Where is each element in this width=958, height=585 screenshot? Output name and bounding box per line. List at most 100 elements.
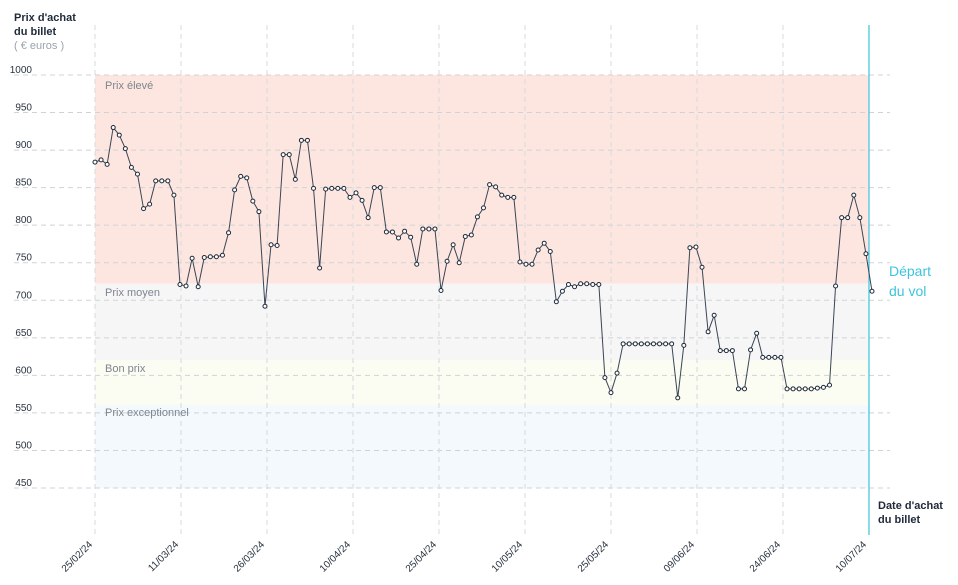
x-tick-label: 10/04/24 [318, 539, 354, 575]
price-point [147, 201, 153, 207]
price-point [650, 341, 656, 347]
price-point [141, 206, 147, 212]
price-point [657, 341, 663, 347]
price-point [311, 185, 317, 191]
price-point [98, 157, 104, 163]
y-tick-label: 850 [15, 178, 32, 189]
price-point [195, 284, 201, 290]
price-point [614, 370, 620, 376]
price-point [778, 354, 784, 360]
price-point [444, 258, 450, 264]
price-point [128, 164, 134, 170]
price-point [402, 228, 408, 234]
price-point [189, 255, 195, 261]
price-point [292, 176, 298, 182]
price-point [529, 261, 535, 267]
price-point [705, 329, 711, 335]
price-point [541, 240, 547, 246]
y-axis-unit: ( € euros ) [14, 40, 65, 52]
price-point [675, 395, 681, 401]
price-point [110, 125, 116, 131]
price-point [365, 215, 371, 221]
price-point [207, 254, 213, 260]
price-point [590, 282, 596, 287]
zone-label-high: Prix élevé [105, 80, 154, 92]
price-point [426, 226, 432, 232]
price-point [742, 386, 748, 392]
price-point [517, 259, 523, 265]
price-point [572, 284, 578, 290]
y-tick-label: 800 [15, 215, 32, 226]
price-point [201, 254, 207, 260]
price-point [820, 384, 826, 390]
price-point [559, 288, 565, 294]
price-point [693, 244, 699, 250]
price-point [92, 159, 98, 165]
price-point [159, 178, 165, 184]
price-point [723, 348, 729, 354]
x-tick-label: 25/02/24 [60, 539, 96, 575]
y-tick-label: 650 [15, 328, 32, 339]
price-point [748, 347, 754, 353]
price-point [244, 175, 250, 181]
zone-label-good: Bon prix [105, 363, 146, 375]
price-point [134, 171, 140, 177]
price-point [669, 341, 675, 347]
price-point [626, 341, 632, 347]
y-tick-label: 1000 [10, 65, 33, 76]
price-point [845, 215, 851, 221]
price-point [371, 185, 377, 191]
price-point [760, 354, 766, 360]
price-point [250, 198, 256, 204]
price-point [304, 137, 310, 143]
price-point [238, 173, 244, 179]
x-tick-label: 09/06/24 [662, 539, 698, 575]
price-point [317, 265, 323, 271]
price-point [450, 242, 456, 248]
price-point [456, 260, 462, 266]
price-point [632, 341, 638, 347]
price-point [341, 185, 347, 191]
price-point [699, 264, 705, 270]
price-point [389, 229, 395, 235]
price-point [396, 235, 402, 241]
x-tick-label: 11/03/24 [146, 539, 181, 574]
price-point [578, 281, 584, 287]
price-point [784, 386, 790, 392]
price-point [638, 341, 644, 347]
x-tick-label: 26/03/24 [232, 539, 268, 575]
price-point [839, 215, 845, 221]
price-point [323, 186, 329, 192]
price-point [183, 283, 189, 289]
price-point [857, 215, 863, 221]
price-point [523, 261, 529, 267]
price-point [383, 229, 389, 235]
price-point [286, 152, 292, 158]
price-point [468, 232, 474, 238]
x-tick-label: 24/06/24 [748, 539, 784, 575]
price-point [833, 283, 839, 289]
price-point [481, 205, 486, 211]
price-point [608, 390, 614, 396]
zone-band-3 [95, 405, 869, 488]
price-point [493, 184, 499, 190]
price-point [687, 245, 693, 251]
y-tick-label: 550 [15, 403, 32, 414]
price-point [219, 252, 225, 258]
price-point [869, 288, 875, 294]
zone-label-exceptional: Prix exceptionnel [105, 407, 189, 419]
price-point [298, 137, 304, 143]
y-tick-label: 700 [15, 290, 32, 301]
price-point [511, 194, 517, 200]
price-point [620, 341, 626, 347]
price-point [474, 214, 480, 220]
zone-band-0 [95, 75, 869, 284]
price-point [420, 226, 426, 232]
price-point [505, 194, 511, 200]
price-point [432, 226, 438, 232]
price-point [104, 161, 110, 167]
price-point [165, 178, 171, 184]
price-point [226, 230, 232, 236]
price-point [262, 303, 268, 309]
